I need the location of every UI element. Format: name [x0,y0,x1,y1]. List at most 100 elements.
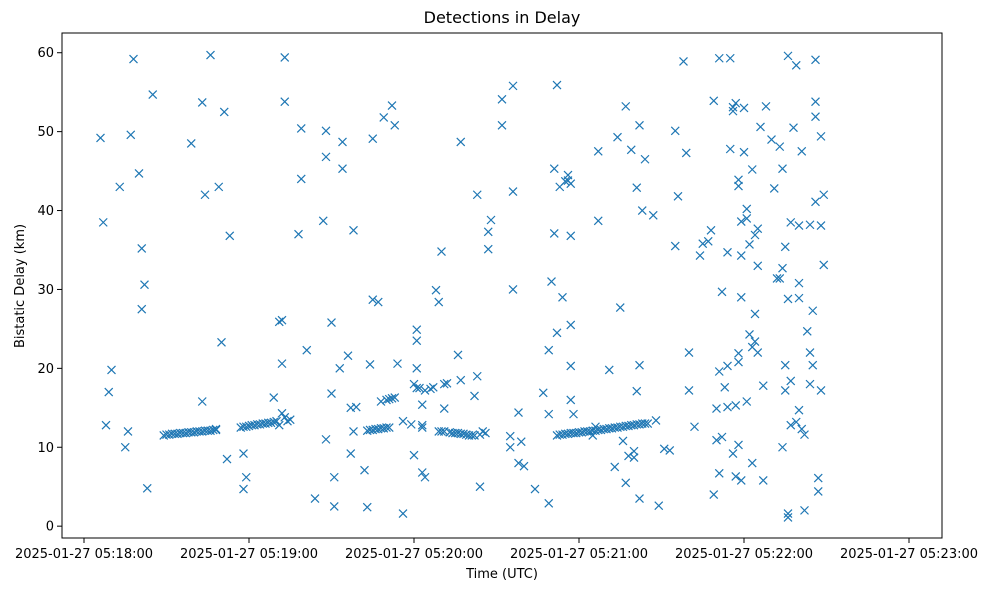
detection-point [544,345,554,355]
detection-point [610,462,620,472]
detection-point [684,386,694,395]
detection-point [684,348,694,357]
detection-point [739,147,749,157]
detection-point [648,210,658,220]
detection-point [269,417,279,427]
detection-point [505,431,515,441]
detection-point [626,145,636,155]
detection-point [280,53,290,62]
detection-point [368,134,378,144]
detection-point [756,122,765,132]
detection-point [206,50,215,60]
detection-point [123,427,133,436]
detection-point [640,154,650,164]
detection-point [665,445,675,455]
detection-point [780,360,790,370]
detection-point [321,126,331,136]
detection-point [621,478,631,488]
detection-point [329,502,339,511]
detection-point [632,183,642,193]
detection-point [115,182,125,192]
detection-point [742,204,752,214]
detection-point [753,224,763,234]
detection-point [808,360,818,370]
detection-point [142,483,152,493]
detection-point [670,241,680,251]
detection-point [379,113,389,122]
detection-point [805,220,815,230]
detection-point [805,348,815,357]
detection-point [470,391,479,401]
x-tick-label: 2025-01-27 05:20:00 [345,547,483,562]
detection-point [277,359,287,369]
detection-point [800,430,809,440]
detection-point [222,454,232,464]
detection-point [239,449,248,458]
detection-point [723,402,732,412]
detection-point [703,236,713,246]
y-tick-label: 40 [37,204,54,219]
detection-point [277,315,287,325]
detection-point [406,419,416,429]
detection-point [714,367,724,376]
detection-point [808,306,818,316]
detection-point [778,164,787,174]
detection-point [365,359,375,369]
detection-point [481,428,490,438]
detection-point [338,137,347,147]
detection-point [310,494,320,503]
detection-point [362,502,372,512]
detection-point [681,148,691,158]
detection-point [412,336,422,346]
detection-point [269,393,279,402]
detection-point [96,133,105,143]
detection-point [560,176,570,186]
detection-point [472,190,482,200]
detection-point [794,278,804,288]
y-tick-label: 30 [37,283,54,298]
detection-point [434,297,444,307]
detection-point [742,214,752,223]
detection-point [197,397,207,406]
detection-point [706,225,716,235]
detection-point [387,393,397,403]
detection-point [349,427,358,436]
detection-point [439,379,449,389]
x-tick-label: 2025-01-27 05:21:00 [510,547,648,562]
detection-point [635,494,644,503]
detection-point [197,98,207,107]
detection-point [412,325,422,335]
detection-point [437,427,446,436]
detection-point [767,135,776,144]
detection-point [104,387,114,397]
detection-point [742,397,752,406]
detection-point [734,440,743,450]
detection-point [329,472,339,482]
detection-point [552,80,562,90]
x-tick-label: 2025-01-27 05:19:00 [180,547,318,562]
detection-point [673,191,683,201]
detection-point [280,412,290,422]
detection-point [382,423,391,432]
detection-point [428,382,438,392]
detection-point [266,418,276,428]
detection-point [390,120,400,130]
detection-point [794,293,804,303]
detection-point [811,97,820,107]
detection-point [225,231,235,241]
detection-point [725,144,735,154]
detection-point [797,424,807,434]
detection-point [137,304,147,314]
detection-point [816,386,826,395]
detection-point [360,465,369,475]
y-tick-label: 60 [37,46,54,61]
detection-point [467,430,477,440]
detection-point [239,484,248,494]
detection-point [802,326,812,336]
detection-point [714,468,724,478]
detection-point [373,297,383,307]
detection-point [566,395,576,405]
detection-point [208,425,218,435]
detection-point [736,475,746,485]
detection-point [745,329,754,339]
